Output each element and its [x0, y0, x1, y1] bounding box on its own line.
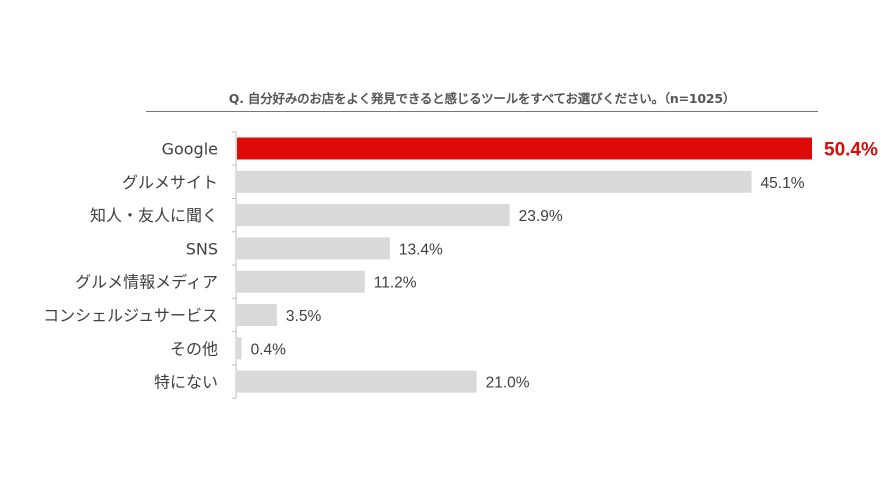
- value-label: 13.4%: [399, 241, 443, 258]
- category-label: SNS: [186, 239, 218, 258]
- category-label: グルメ情報メディア: [75, 273, 218, 292]
- value-label: 45.1%: [761, 175, 805, 192]
- category-label: Google: [162, 140, 218, 159]
- value-label: 0.4%: [251, 341, 287, 358]
- category-label: グルメサイト: [122, 173, 218, 192]
- bar-6: [237, 304, 277, 326]
- value-label: 21.0%: [486, 375, 530, 392]
- bar-4: [237, 237, 390, 260]
- category-label: 知人・友人に聞く: [90, 206, 218, 225]
- bar-3: [237, 204, 510, 227]
- value-label: 11.2%: [374, 275, 417, 292]
- value-label: 3.5%: [286, 308, 322, 325]
- bar-2: [237, 170, 752, 193]
- category-label: 特にない: [154, 373, 218, 392]
- bar-1: [237, 137, 812, 160]
- bar-7: [237, 337, 242, 360]
- chart-title: Q. 自分好みのお店をよく発見できると感じるツールをすべてお選びください。（n=…: [146, 89, 818, 112]
- value-label: 23.9%: [519, 208, 563, 225]
- category-label: コンシェルジュサービス: [43, 306, 218, 325]
- bar-5: [237, 270, 365, 293]
- value-label: 50.4%: [824, 140, 878, 161]
- category-label: その他: [170, 339, 218, 358]
- bar-8: [237, 370, 477, 393]
